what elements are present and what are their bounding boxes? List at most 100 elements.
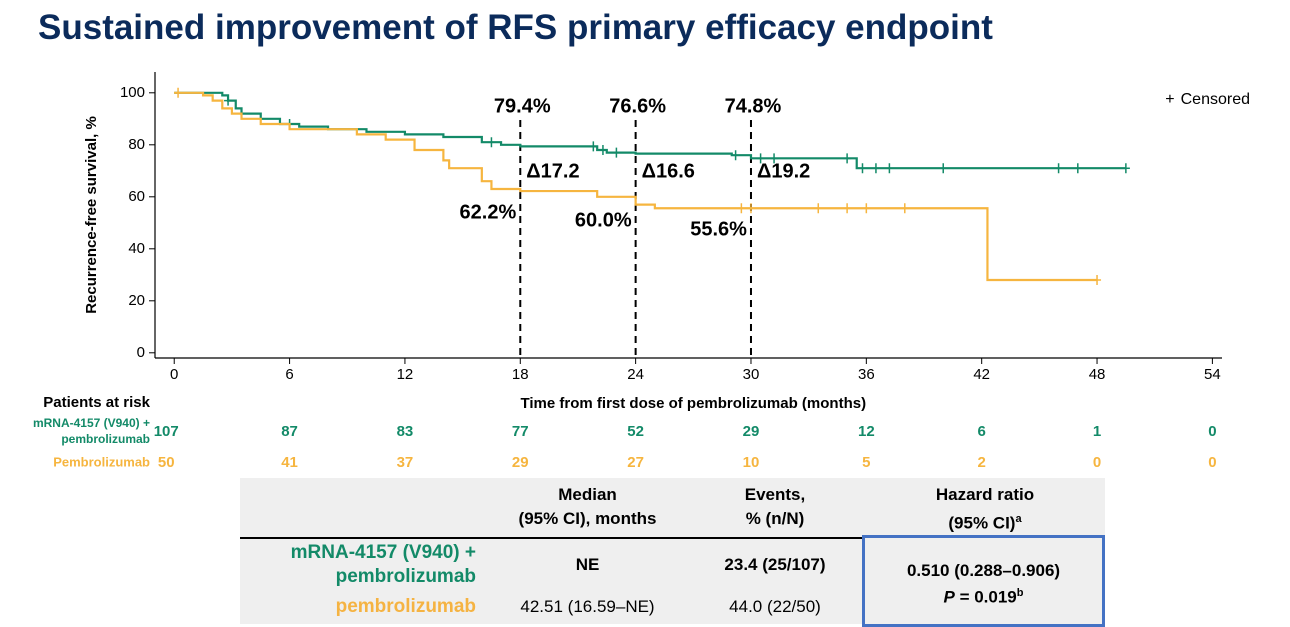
risk-count: 2 <box>978 454 986 471</box>
legend-marker: + <box>1165 91 1174 108</box>
y-axis-label: Recurrence-free survival, % <box>83 116 100 314</box>
censor-mark <box>770 153 779 164</box>
x-tick-label: 18 <box>512 366 529 383</box>
summary-table: Median (95% CI), months Events, % (n/N) … <box>240 478 1105 627</box>
annotation: 76.6% <box>609 95 666 117</box>
y-tick-label: 0 <box>137 344 145 361</box>
risk-count: 29 <box>512 454 529 471</box>
censor-mark <box>1093 275 1102 285</box>
censor-mark <box>871 163 880 174</box>
hazard-ratio: 0.510 (0.288–0.906) <box>906 561 1061 580</box>
risk-count: 87 <box>281 423 298 440</box>
risk-title: Patients at risk <box>43 394 150 411</box>
y-tick-label: 40 <box>128 240 145 257</box>
censor-mark <box>737 203 746 214</box>
y-tick-label: 60 <box>128 188 145 205</box>
censor-mark <box>598 145 607 155</box>
legend-label: Censored <box>1181 91 1250 108</box>
annotation: Δ16.6 <box>642 160 695 182</box>
footnote: b <box>1016 587 1024 599</box>
annotation: Δ19.2 <box>757 160 810 182</box>
x-tick-label: 54 <box>1204 366 1221 383</box>
censor-mark <box>858 163 867 174</box>
annotation: 62.2% <box>460 201 517 223</box>
p-symbol: P <box>943 587 955 607</box>
risk-count: 6 <box>978 423 986 440</box>
annotation: 60.0% <box>575 209 632 231</box>
censor-mark <box>843 153 852 164</box>
y-tick-label: 80 <box>128 136 145 153</box>
censor-mark <box>224 95 233 106</box>
p-value: P = 0.019b <box>865 582 1102 609</box>
risk-count: 5 <box>862 454 870 471</box>
censor-mark <box>612 147 621 158</box>
censor-mark <box>746 203 755 214</box>
header: (95% CI) <box>948 513 1016 533</box>
risk-count: 1 <box>1093 423 1101 440</box>
events: 44.0 (22/50) <box>729 597 821 616</box>
y-tick-label: 100 <box>120 84 145 101</box>
header: Events, <box>744 485 806 504</box>
risk-count: 107 <box>154 423 179 440</box>
x-tick-label: 12 <box>397 366 414 383</box>
risk-count: 0 <box>1093 454 1101 471</box>
median: NE <box>575 555 600 574</box>
header: % (n/N) <box>745 509 805 528</box>
risk-count: 52 <box>627 423 644 440</box>
p-value-text: = 0.019 <box>959 587 1017 607</box>
x-tick-label: 36 <box>858 366 875 383</box>
events: 23.4 (25/107) <box>724 555 826 574</box>
hazard-box: 0.510 (0.288–0.906) P = 0.019b <box>862 535 1105 627</box>
annotation: 74.8% <box>725 95 782 117</box>
censor-mark <box>174 87 183 98</box>
risk-count: 77 <box>512 423 529 440</box>
risk-count: 29 <box>743 423 760 440</box>
risk-count: 37 <box>397 454 414 471</box>
annotation: 79.4% <box>494 95 551 117</box>
risk-count: 41 <box>281 454 298 471</box>
median: 42.51 (16.59–NE) <box>520 597 655 616</box>
censor-mark <box>1073 163 1082 174</box>
risk-count: 0 <box>1208 454 1216 471</box>
row-label: pembrolizumab <box>335 566 476 587</box>
risk-count: 50 <box>158 454 175 471</box>
risk-label: pembrolizumab <box>61 432 150 446</box>
censor-mark <box>1054 163 1063 174</box>
annotation: Δ17.2 <box>526 160 579 182</box>
censor-mark <box>900 203 909 214</box>
y-tick-label: 20 <box>128 292 145 309</box>
censor-mark <box>862 203 871 214</box>
header: Hazard ratio <box>935 485 1035 504</box>
x-tick-label: 0 <box>170 366 178 383</box>
risk-count: 27 <box>627 454 644 471</box>
risk-label: mRNA-4157 (V940) + <box>33 416 150 430</box>
title: Sustained improvement of RFS primary eff… <box>38 8 993 47</box>
censor-mark <box>756 153 765 164</box>
risk-count: 83 <box>397 423 414 440</box>
x-tick-label: 48 <box>1089 366 1106 383</box>
km-curve <box>174 91 1098 282</box>
x-tick-label: 24 <box>627 366 644 383</box>
risk-count: 10 <box>743 454 760 471</box>
x-axis-label: Time from first dose of pembrolizumab (m… <box>521 395 867 412</box>
risk-count: 12 <box>858 423 875 440</box>
x-tick-label: 6 <box>285 366 293 383</box>
censor-mark <box>814 203 823 214</box>
censor-mark <box>731 150 740 161</box>
censor-mark <box>487 137 496 148</box>
risk-count: 0 <box>1208 423 1216 440</box>
censor-mark <box>885 163 894 174</box>
censor-mark <box>939 163 948 174</box>
censor-mark <box>843 203 852 214</box>
censor-mark <box>1121 163 1130 174</box>
row-label: mRNA-4157 (V940) + <box>290 542 476 563</box>
x-tick-label: 30 <box>743 366 760 383</box>
legend: + Censored <box>1165 91 1250 108</box>
x-tick-label: 42 <box>973 366 990 383</box>
header: Median <box>558 485 617 504</box>
header: (95% CI), months <box>518 509 657 528</box>
footnote: a <box>1015 513 1022 525</box>
rule <box>240 537 865 539</box>
